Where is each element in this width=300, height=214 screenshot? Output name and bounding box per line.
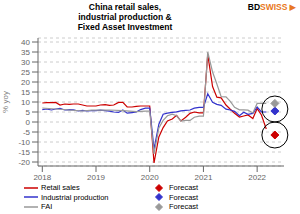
html-text:Retail sales: Retail sales (41, 183, 80, 192)
svg-text:-20: -20 (18, 158, 30, 167)
svg-text:2021: 2021 (195, 173, 213, 182)
svg-text:-15: -15 (18, 148, 30, 157)
svg-text:15: 15 (21, 88, 30, 97)
svg-text:5: 5 (26, 108, 31, 117)
svg-text:2018: 2018 (33, 173, 51, 182)
svg-text:0: 0 (26, 118, 31, 127)
html-text:Forecast: Forecast (169, 192, 199, 202)
svg-text:2022: 2022 (248, 173, 266, 182)
svg-text:2020: 2020 (141, 173, 159, 182)
svg-text:20: 20 (21, 78, 30, 87)
html-text:FAI: FAI (41, 202, 53, 211)
html-text:China retail sales, industrial: China retail sales, industrial productio… (77, 2, 173, 32)
svg-text:-5: -5 (23, 128, 31, 137)
html-text:Forecast: Forecast (169, 183, 199, 192)
svg-text:10: 10 (21, 98, 30, 107)
html-text:Industrial production: Industrial production (41, 192, 109, 202)
svg-text:35: 35 (21, 48, 30, 57)
svg-text:40: 40 (21, 38, 30, 47)
svg-text:30: 30 (21, 58, 30, 67)
svg-text:-10: -10 (18, 138, 30, 147)
html-text:BD SWISS ▶: BD SWISS ▶ (247, 2, 296, 12)
svg-text:25: 25 (21, 68, 30, 77)
html-text:Forecast: Forecast (169, 202, 199, 211)
svg-text:2019: 2019 (87, 173, 105, 182)
svg-text:% yoy: % yoy (8, 91, 10, 113)
